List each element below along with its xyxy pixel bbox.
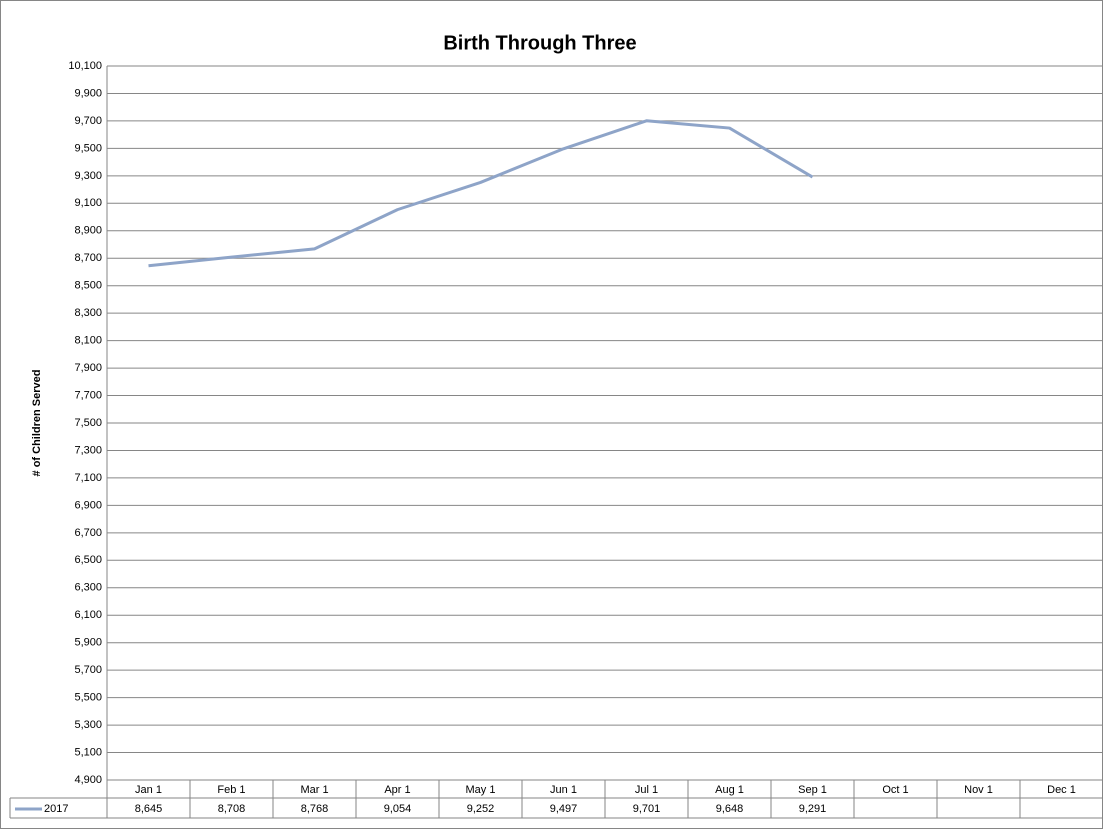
x-tick-label: Jul 1 bbox=[635, 784, 658, 796]
legend-label: 2017 bbox=[44, 803, 68, 815]
y-tick-label: 9,300 bbox=[74, 170, 102, 182]
y-tick-label: 8,300 bbox=[74, 307, 102, 319]
y-tick-label: 6,100 bbox=[74, 609, 102, 621]
y-axis-label: # of Children Served bbox=[31, 370, 43, 477]
y-tick-label: 5,900 bbox=[74, 637, 102, 649]
data-table-value: 9,497 bbox=[550, 803, 578, 815]
chart-title: Birth Through Three bbox=[443, 32, 636, 54]
y-tick-label: 9,500 bbox=[74, 142, 102, 154]
series-line bbox=[148, 119, 814, 268]
x-tick-label: Feb 1 bbox=[217, 784, 245, 796]
y-tick-label: 6,900 bbox=[74, 499, 102, 511]
data-table-value: 9,701 bbox=[633, 803, 661, 815]
y-tick-label: 5,500 bbox=[74, 692, 102, 704]
y-tick-label: 7,100 bbox=[74, 472, 102, 484]
data-table-value: 9,648 bbox=[716, 803, 744, 815]
x-tick-label: May 1 bbox=[466, 784, 496, 796]
data-table-value: 8,645 bbox=[135, 803, 163, 815]
y-tick-label: 8,500 bbox=[74, 280, 102, 292]
y-tick-label: 7,700 bbox=[74, 389, 102, 401]
y-tick-label: 5,100 bbox=[74, 746, 102, 758]
x-tick-label: Mar 1 bbox=[300, 784, 328, 796]
y-tick-label: 4,900 bbox=[74, 774, 102, 786]
x-tick-label: Jun 1 bbox=[550, 784, 577, 796]
data-table-value: 8,708 bbox=[218, 803, 246, 815]
x-tick-label: Sep 1 bbox=[798, 784, 827, 796]
y-tick-label: 7,900 bbox=[74, 362, 102, 374]
x-tick-label: Jan 1 bbox=[135, 784, 162, 796]
y-tick-label: 9,100 bbox=[74, 197, 102, 209]
x-tick-label: Aug 1 bbox=[715, 784, 744, 796]
data-table-value: 9,054 bbox=[384, 803, 412, 815]
y-tick-label: 7,300 bbox=[74, 444, 102, 456]
y-tick-label: 6,500 bbox=[74, 554, 102, 566]
data-table-value: 9,252 bbox=[467, 803, 495, 815]
y-tick-label: 5,700 bbox=[74, 664, 102, 676]
y-tick-label: 8,100 bbox=[74, 335, 102, 347]
y-tick-label: 5,300 bbox=[74, 719, 102, 731]
y-tick-label: 8,900 bbox=[74, 225, 102, 237]
x-tick-label: Apr 1 bbox=[384, 784, 410, 796]
x-tick-label: Oct 1 bbox=[882, 784, 908, 796]
y-tick-label: 10,100 bbox=[68, 60, 102, 72]
y-tick-label: 6,700 bbox=[74, 527, 102, 539]
y-tick-label: 9,700 bbox=[74, 115, 102, 127]
y-tick-label: 6,300 bbox=[74, 582, 102, 594]
x-tick-label: Nov 1 bbox=[964, 784, 993, 796]
y-tick-label: 7,500 bbox=[74, 417, 102, 429]
data-table-value: 9,291 bbox=[799, 803, 827, 815]
data-table-value: 8,768 bbox=[301, 803, 329, 815]
y-tick-label: 8,700 bbox=[74, 252, 102, 264]
y-tick-label: 9,900 bbox=[74, 87, 102, 99]
x-tick-label: Dec 1 bbox=[1047, 784, 1076, 796]
